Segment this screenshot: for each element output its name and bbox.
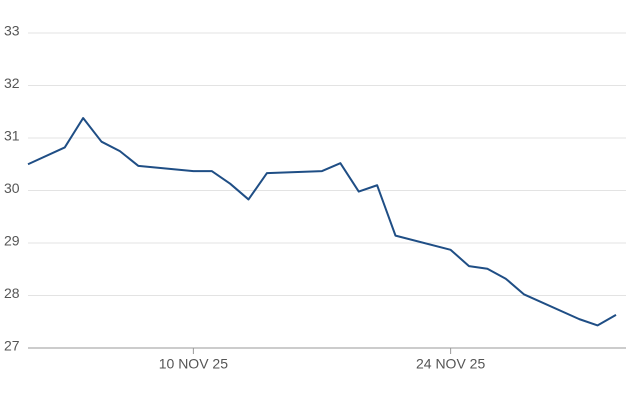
y-tick-label: 28 xyxy=(4,285,20,301)
y-tick-label: 33 xyxy=(4,23,20,39)
y-tick-label: 27 xyxy=(4,338,20,354)
x-tick-label: 24 NOV 25 xyxy=(416,356,485,372)
y-tick-label: 30 xyxy=(4,180,20,196)
y-tick-label: 31 xyxy=(4,128,20,144)
x-tick-label: 10 NOV 25 xyxy=(159,356,228,372)
price-line xyxy=(27,117,617,327)
y-tick-label: 29 xyxy=(4,233,20,249)
y-tick-label: 32 xyxy=(4,75,20,91)
